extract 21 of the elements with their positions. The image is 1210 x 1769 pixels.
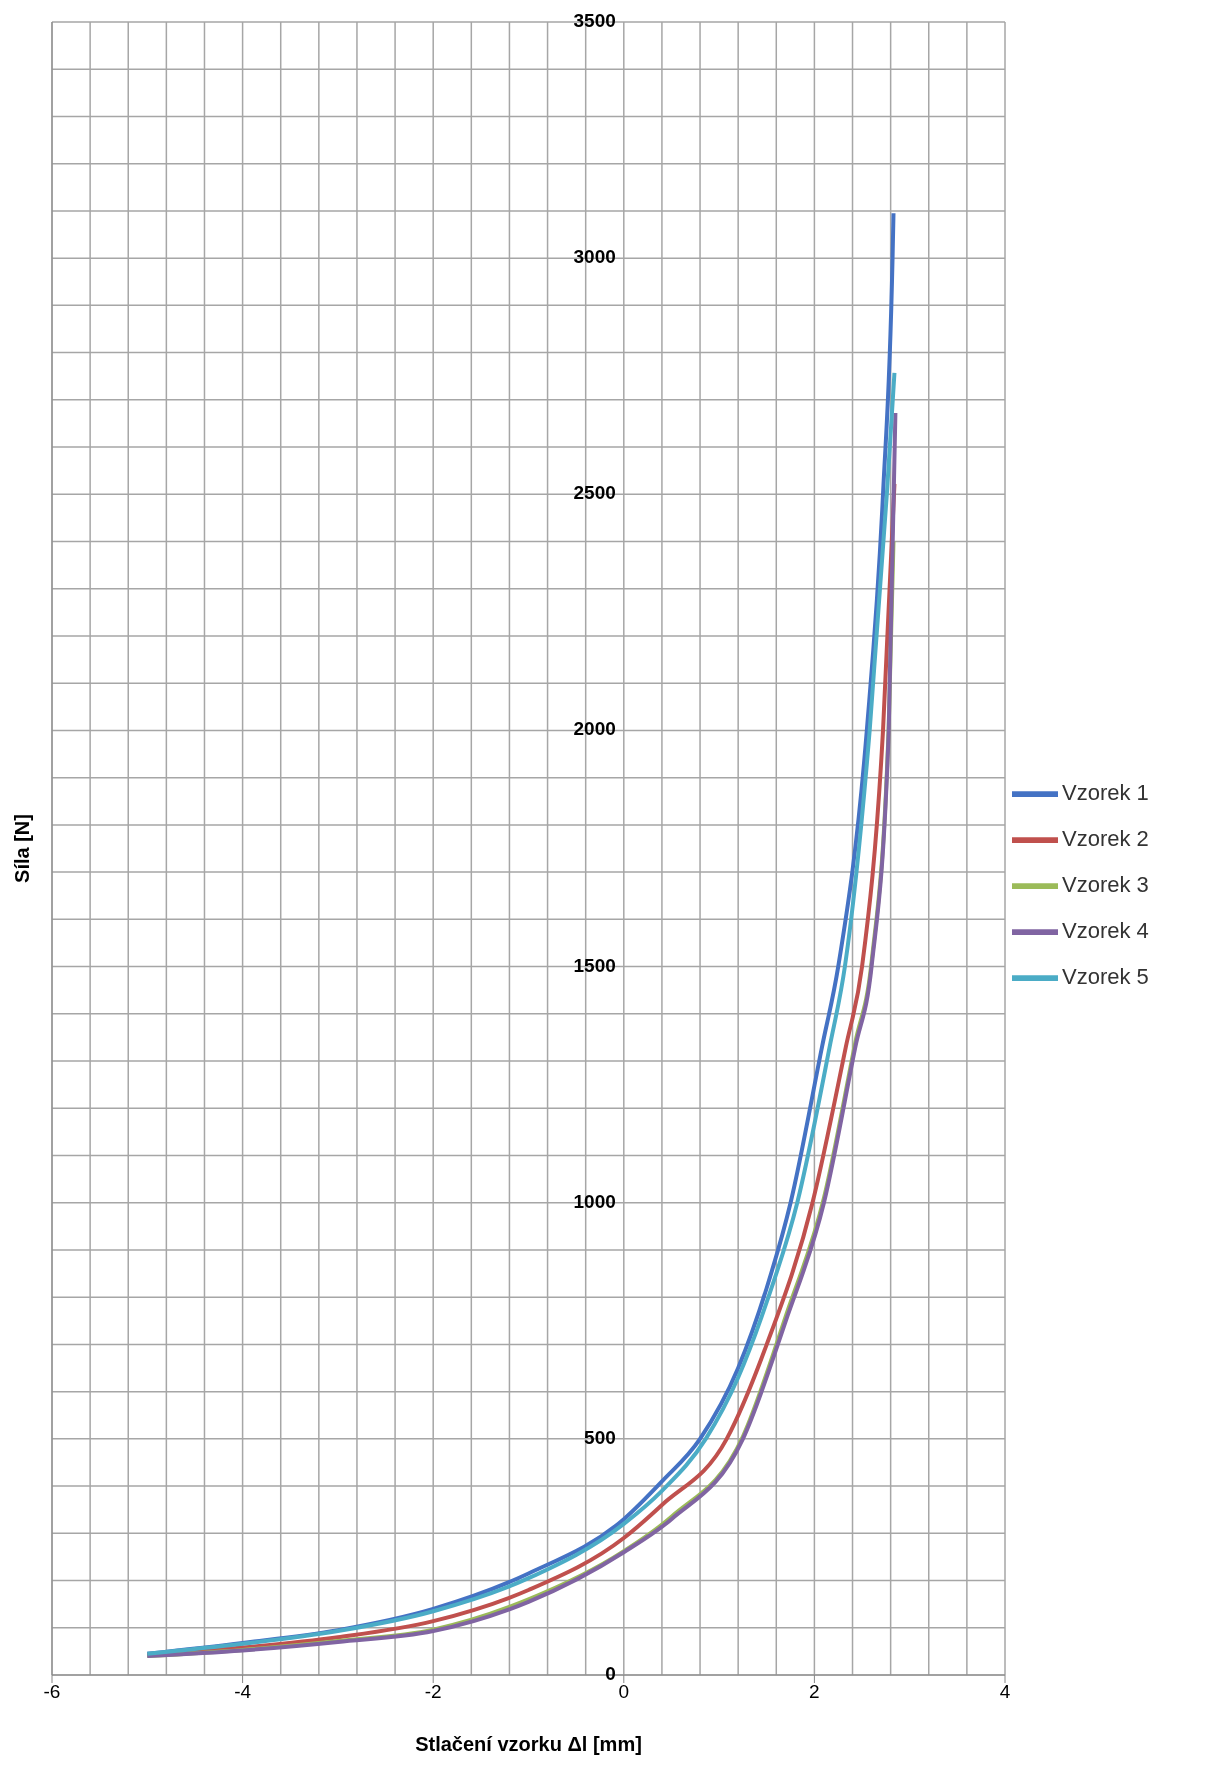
y-tick-label: 1500 <box>573 954 616 976</box>
y-tick-label: 1000 <box>573 1190 616 1212</box>
legend-label: Vzorek 2 <box>1062 825 1149 851</box>
x-tick-label: -2 <box>424 1681 442 1703</box>
legend-label: Vzorek 3 <box>1062 871 1149 897</box>
x-axis-title: Stlačení vzorku Δl [mm] <box>415 1733 642 1755</box>
y-tick-label: 2500 <box>573 482 616 504</box>
x-tick-label: 2 <box>809 1681 820 1703</box>
legend-label: Vzorek 5 <box>1062 963 1149 989</box>
x-tick-label: 0 <box>618 1681 630 1703</box>
y-tick-label: 2000 <box>573 718 616 740</box>
y-axis-title: Síla [N] <box>11 814 34 883</box>
x-tick-label: -6 <box>43 1681 61 1703</box>
x-tick-label: 4 <box>999 1681 1011 1703</box>
x-tick-label: -4 <box>234 1681 252 1703</box>
y-tick-label: 3500 <box>573 10 616 31</box>
y-tick-label: 0 <box>605 1663 616 1684</box>
legend-label: Vzorek 1 <box>1062 779 1149 805</box>
legend-label: Vzorek 4 <box>1062 917 1149 943</box>
y-tick-label: 500 <box>584 1426 616 1448</box>
y-tick-label: 3000 <box>573 246 616 268</box>
